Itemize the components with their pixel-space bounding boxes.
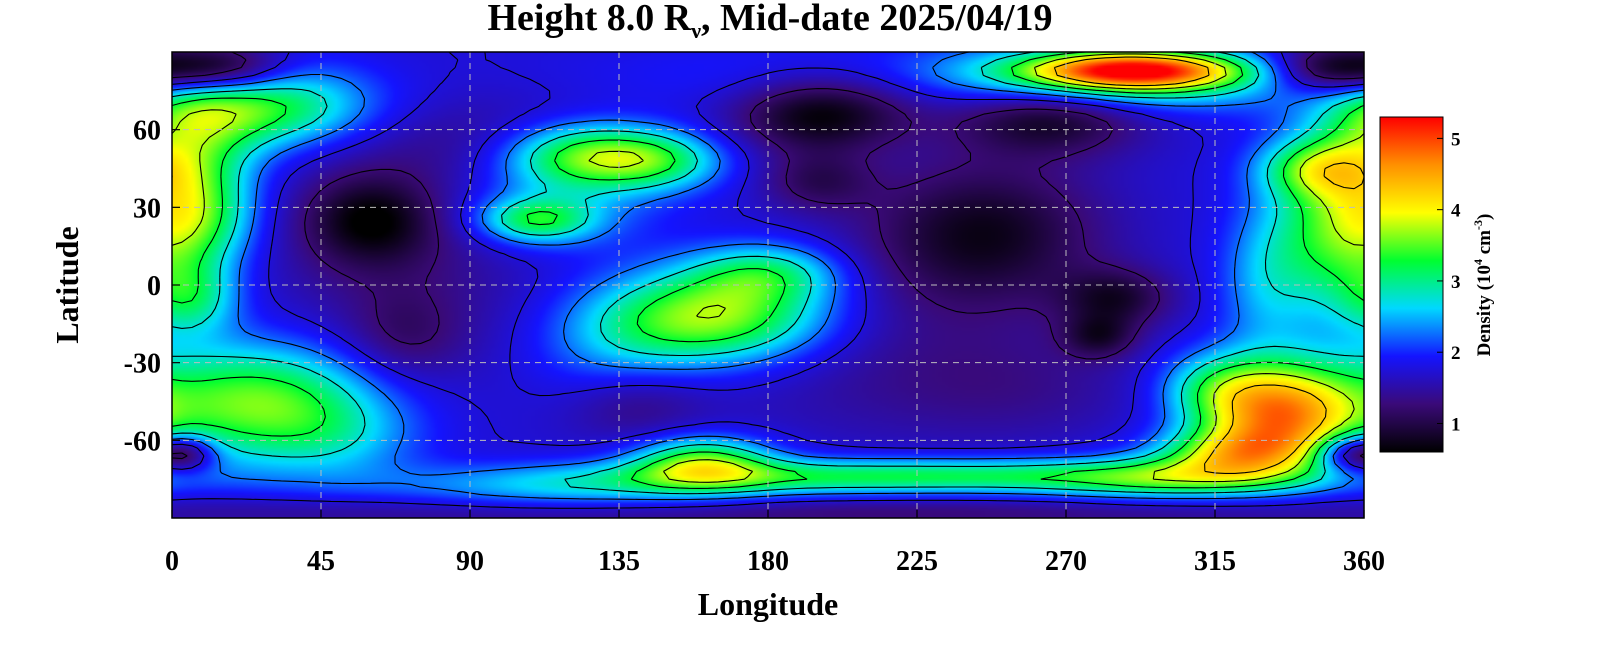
- x-axis-label: Longitude: [698, 586, 838, 622]
- colorbar-tick-label: 5: [1451, 129, 1461, 150]
- y-tick-label: 0: [147, 271, 161, 302]
- colorbar-scale: [1379, 116, 1444, 453]
- contour-line: [171, 51, 1365, 501]
- y-tick-label: 30: [133, 193, 161, 224]
- x-tick-label: 270: [1045, 546, 1087, 577]
- x-tick-label: 90: [456, 546, 484, 577]
- x-tick-label: 315: [1194, 546, 1236, 577]
- contour-line: [171, 53, 1365, 483]
- y-tick-label: -30: [124, 349, 161, 380]
- y-axis-ticks: 60 30 0 -30 -60: [124, 116, 180, 457]
- colorbar-tick-label: 4: [1451, 201, 1461, 222]
- colorbar-tick-label: 2: [1451, 343, 1461, 364]
- colorbar-tick-label: 1: [1451, 414, 1461, 435]
- y-tick-label: -60: [124, 426, 161, 457]
- plot-area: [171, 51, 1365, 519]
- x-tick-label: 0: [165, 546, 179, 577]
- contour-line: [171, 56, 1365, 474]
- x-axis-ticks: 0 45 90 135 180 225 270 315 360: [165, 510, 1385, 577]
- x-tick-label: 135: [598, 546, 640, 577]
- x-tick-label: 180: [747, 546, 789, 577]
- x-tick-label: 225: [896, 546, 938, 577]
- grid-lines: [172, 52, 1364, 518]
- colorbar-tick-label: 3: [1451, 272, 1461, 293]
- y-axis-label: Latitude: [49, 226, 85, 343]
- contour-line: [171, 51, 1365, 489]
- contour-line: [171, 51, 1365, 509]
- colorbar-ticks: 1 2 3 4 5: [1437, 129, 1461, 435]
- y-tick-label: 60: [133, 116, 161, 147]
- x-tick-label: 45: [307, 546, 335, 577]
- density-contours: [171, 51, 1365, 509]
- contour-line: [171, 51, 1365, 495]
- chart-title: Height 8.0 Rν, Mid-date 2025/04/19: [487, 0, 1052, 43]
- colorbar-label: Density (104 cm-3): [1471, 214, 1495, 357]
- x-tick-label: 360: [1343, 546, 1385, 577]
- colorbar: 1 2 3 4 5 Density (104 cm-3): [1379, 116, 1495, 453]
